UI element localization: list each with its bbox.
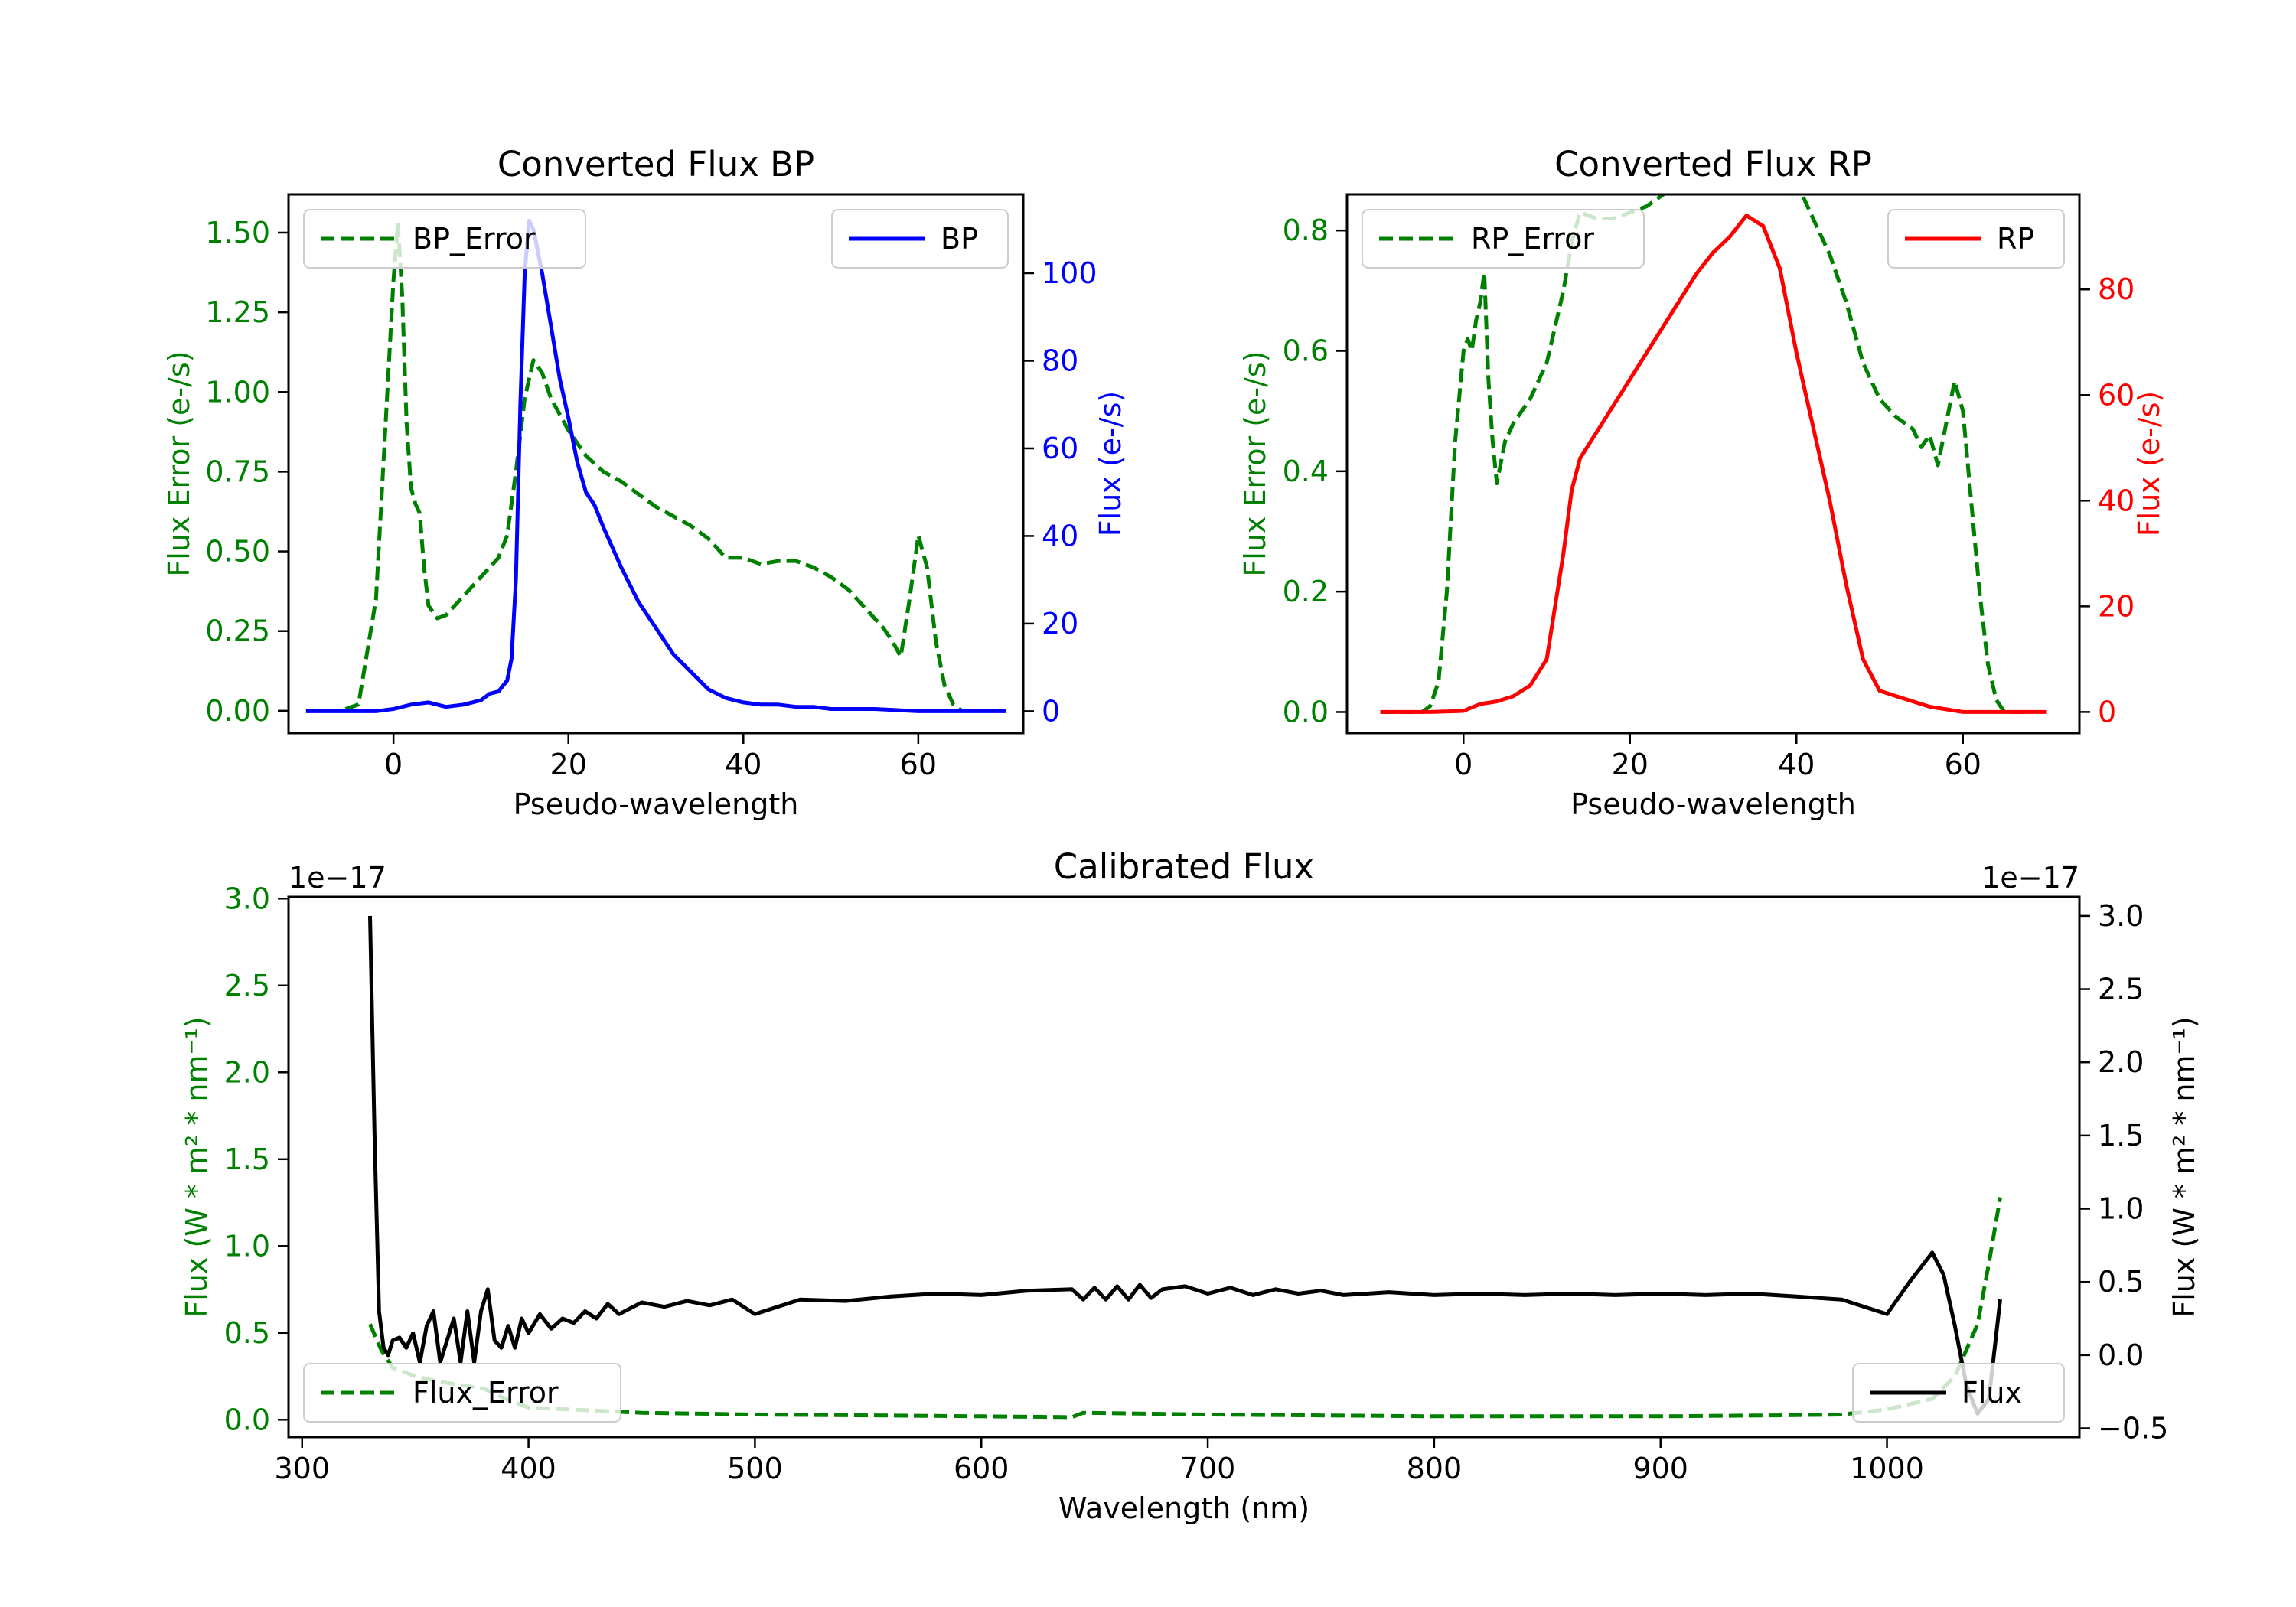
rp-legend-rp_error: RP_Error: [1362, 209, 1645, 269]
cal-y-left-tick-label: 1.0: [224, 1229, 270, 1263]
rp-series-rp: [1380, 214, 2047, 714]
bp-series-bp: [305, 218, 1006, 713]
rp-series-rp_error: [1380, 194, 2030, 714]
bp-y-left-tick-label: 0.50: [205, 535, 270, 569]
cal-legend-label: Flux_Error: [413, 1376, 559, 1410]
bp-y-right-tick-label: 0: [1042, 694, 1060, 728]
rp-y-left-tick-label: 0.8: [1283, 214, 1329, 247]
bp-series-bp_error: [305, 221, 964, 713]
rp-x-tick-label: 60: [1945, 748, 1981, 781]
cal-ylabel-right: Flux (W * m² * nm⁻¹): [2167, 1016, 2201, 1317]
rp-y-right-tick-label: 20: [2098, 589, 2135, 623]
cal-legend-flux_error: Flux_Error: [303, 1363, 621, 1423]
cal-y-right-tick-label: 2.0: [2098, 1045, 2144, 1079]
rp-title: Converted Flux RP: [1554, 144, 1872, 184]
cal-ylabel-left: Flux (W * m² * nm⁻¹): [180, 1016, 214, 1317]
bp-y-right-tick-label: 80: [1042, 344, 1078, 377]
rp-y-right-tick-label: 40: [2098, 484, 2135, 517]
bp-legend-label: BP_Error: [413, 222, 536, 256]
cal-x-tick-label: 1000: [1850, 1452, 1924, 1485]
cal-legend-box: [303, 1363, 621, 1423]
bp-x-tick-label: 0: [384, 748, 403, 781]
rp-y-left-tick-label: 0.0: [1283, 695, 1329, 729]
cal-series-flux: [368, 915, 2002, 1416]
cal-y-right-tick-label: 2.5: [2098, 973, 2144, 1006]
bp-y-right-tick-label: 40: [1042, 519, 1078, 553]
cal-legend-label: Flux: [1962, 1376, 2022, 1410]
rp-y-left-tick-label: 0.6: [1283, 334, 1329, 368]
cal-x-tick-label: 700: [1180, 1452, 1236, 1485]
cal-axes-frame: [287, 895, 2081, 1439]
cal-x-tick-label: 300: [274, 1452, 330, 1485]
rp-ylabel-right: Flux (e-/s): [2132, 391, 2166, 536]
cal-title: Calibrated Flux: [1054, 846, 1314, 887]
bp-ylabel-right: Flux (e-/s): [1094, 391, 1127, 536]
bp-y-left-tick-label: 1.50: [205, 216, 270, 249]
bp-legend-label: BP: [941, 222, 978, 256]
rp-legend-box: [1362, 209, 1645, 269]
bp-ylabel-left: Flux Error (e-/s): [162, 350, 196, 576]
rp-y-right-tick-label: 0: [2098, 695, 2116, 729]
bp-y-left-tick-label: 1.25: [205, 295, 270, 329]
bp-legend-box: [303, 209, 586, 269]
cal-xlabel: Wavelength (nm): [1058, 1491, 1309, 1525]
rp-x-tick-label: 20: [1612, 748, 1649, 781]
bp-chart: 0 20 40 60 0.00 0.25 0.50 0.75 1.00 1.25 1.50 0 20 40…: [162, 144, 1127, 821]
rp-y-left-tick-label: 0.2: [1283, 575, 1329, 608]
cal-y-left-tick-label: 2.0: [224, 1055, 270, 1089]
bp-axes-frame: [287, 193, 1025, 735]
cal-x-tick-label: 800: [1407, 1452, 1463, 1485]
cal-y-right-tick-label: 1.0: [2098, 1192, 2144, 1226]
bp-xlabel: Pseudo-wavelength: [514, 787, 799, 821]
bp-y-right-tick-label: 60: [1042, 432, 1078, 465]
cal-y-left-tick-label: 1.5: [224, 1143, 270, 1176]
bp-legend-bp_error: BP_Error: [303, 209, 586, 269]
rp-y-left-tick-label: 0.4: [1283, 455, 1329, 488]
cal-chart: 300 400 500 600 700 800 900 1000 0.0 0.5 1.0 1.5 2.0…: [180, 846, 2201, 1525]
cal-x-tick-label: 500: [727, 1452, 783, 1485]
rp-y-right-tick-label: 80: [2098, 272, 2135, 306]
rp-xlabel: Pseudo-wavelength: [1570, 787, 1856, 821]
cal-y-right-tick-label: 3.0: [2098, 899, 2144, 933]
rp-axes-frame: [1345, 193, 2081, 735]
cal-y-right-tick-label: 0.0: [2098, 1338, 2144, 1372]
cal-legend-flux: Flux: [1852, 1363, 2065, 1423]
bp-x-tick-label: 40: [725, 748, 762, 781]
cal-y-left-tick-label: 2.5: [224, 969, 270, 1002]
rp-legend-rp: RP: [1887, 209, 2065, 269]
cal-x-tick-label: 600: [954, 1452, 1009, 1485]
rp-chart: 0 20 40 60 0.0 0.2 0.4 0.6 0.8 0 20 40 60 80 Converted…: [1238, 144, 2166, 821]
cal-x-tick-label: 900: [1632, 1452, 1688, 1485]
bp-x-tick-label: 20: [550, 748, 587, 781]
rp-ylabel-left: Flux Error (e-/s): [1238, 350, 1272, 576]
cal-offset-left: 1e−17: [289, 861, 386, 895]
cal-y-right-tick-label: 0.5: [2098, 1265, 2144, 1299]
bp-y-right-tick-label: 20: [1042, 607, 1078, 641]
cal-y-left-tick-label: 3.0: [224, 882, 270, 915]
bp-y-left-tick-label: 0.00: [205, 694, 270, 728]
bp-legend-bp: BP: [831, 209, 1009, 269]
cal-legend-box: [1852, 1363, 2065, 1423]
rp-legend-label: RP_Error: [1471, 222, 1594, 256]
cal-y-right-tick-label: 1.5: [2098, 1119, 2144, 1152]
rp-x-tick-label: 40: [1778, 748, 1815, 781]
rp-x-tick-label: 0: [1454, 748, 1473, 781]
rp-legend-label: RP: [1997, 222, 2034, 256]
bp-y-left-tick-label: 0.75: [205, 455, 270, 488]
cal-y-left-tick-label: 0.5: [224, 1316, 270, 1350]
cal-y-right-tick-label: −0.5: [2098, 1412, 2168, 1446]
cal-offset-right: 1e−17: [1981, 861, 2079, 895]
bp-x-tick-label: 60: [900, 748, 937, 781]
cal-y-left-tick-label: 0.0: [224, 1403, 270, 1436]
bp-y-left-tick-label: 0.25: [205, 614, 270, 648]
bp-y-right-tick-label: 100: [1042, 256, 1097, 290]
bp-title: Converted Flux BP: [497, 144, 814, 184]
rp-y-right-tick-label: 60: [2098, 378, 2135, 412]
bp-y-left-tick-label: 1.00: [205, 375, 270, 409]
cal-x-tick-label: 400: [501, 1452, 556, 1485]
